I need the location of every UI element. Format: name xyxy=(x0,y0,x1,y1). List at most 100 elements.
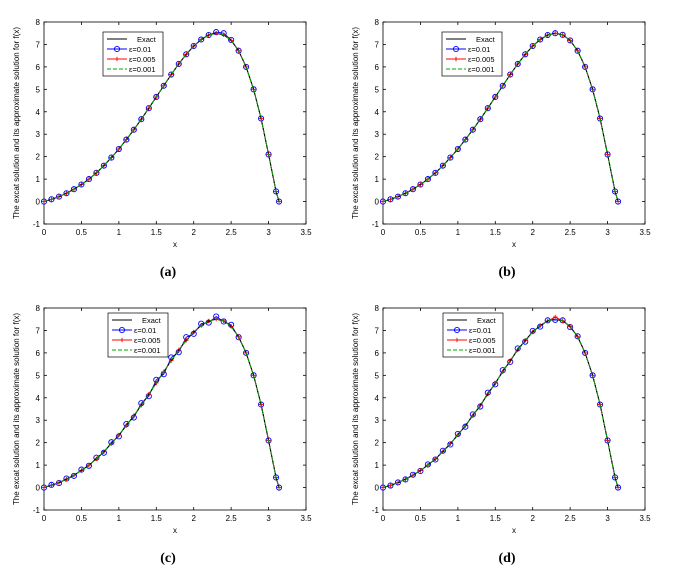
data-point-eps-0.01 xyxy=(123,136,130,143)
y-axis-label: The excat solution and its approximate s… xyxy=(351,313,360,505)
data-point-eps-0.01 xyxy=(615,198,622,205)
data-point-eps-0.01 xyxy=(243,63,250,70)
y-tick-label: 2 xyxy=(375,439,380,448)
y-tick-label: 6 xyxy=(36,63,41,72)
x-tick-label: 3.5 xyxy=(639,514,651,523)
panel-caption-a: (a) xyxy=(159,265,177,280)
y-axis-label: The excat solution and its approximate s… xyxy=(351,27,360,219)
legend-marker-circle xyxy=(452,45,460,53)
data-point-eps-0.01 xyxy=(597,401,604,408)
y-tick-label: 1 xyxy=(375,461,380,470)
legend-entry-label: Exact xyxy=(137,35,157,44)
panel-caption-b: (b) xyxy=(498,265,516,280)
y-tick-label: 7 xyxy=(375,326,380,335)
data-point-eps-0.01 xyxy=(447,154,454,161)
x-tick-label: 0 xyxy=(381,228,386,237)
data-point-eps-0.01 xyxy=(574,47,581,54)
data-point-eps-0.01 xyxy=(439,162,446,169)
legend-entry-label: ε=0.001 xyxy=(134,346,161,355)
y-tick-label: 1 xyxy=(36,175,41,184)
data-point-eps-0.01 xyxy=(276,484,283,491)
x-tick-label: 1 xyxy=(117,228,122,237)
y-tick-label: -1 xyxy=(33,220,41,229)
y-tick-label: 3 xyxy=(36,130,41,139)
y-tick-label: 2 xyxy=(375,153,380,162)
x-tick-label: 2.5 xyxy=(565,228,577,237)
y-tick-label: 8 xyxy=(36,304,41,313)
y-tick-label: 6 xyxy=(375,349,380,358)
legend-entry-label: ε=0.01 xyxy=(469,326,491,335)
y-tick-label: 1 xyxy=(375,175,380,184)
data-point-eps-0.01 xyxy=(379,484,387,491)
x-tick-label: 1 xyxy=(456,228,461,237)
y-axis-label: The excat solution and its approximate s… xyxy=(12,313,21,505)
x-tick-label: 2 xyxy=(530,514,535,523)
series-line-eps-3 xyxy=(43,32,280,202)
series-line-eps-3 xyxy=(43,318,280,488)
data-point-eps-0.01 xyxy=(78,181,85,188)
data-point-eps-0.01 xyxy=(85,176,92,183)
data-point-eps-0.01 xyxy=(265,151,272,158)
data-point-eps-0.01 xyxy=(499,82,506,89)
series-line-eps-3 xyxy=(382,32,619,202)
data-point-eps-0.01 xyxy=(258,115,265,122)
data-point-eps-0.01 xyxy=(40,198,48,205)
legend-marker-circle xyxy=(118,326,126,334)
data-point-eps-0.01 xyxy=(537,36,544,43)
series-line-eps-3 xyxy=(382,318,619,488)
data-point-eps-0.01 xyxy=(273,474,280,481)
x-tick-label: 0.5 xyxy=(76,514,88,523)
data-point-eps-0.01 xyxy=(55,193,63,200)
data-point-eps-0.01 xyxy=(589,86,596,93)
data-point-eps-0.01 xyxy=(604,437,611,444)
x-axis-label: x xyxy=(512,526,516,535)
data-point-eps-0.01 xyxy=(130,126,137,133)
data-point-eps-0.01 xyxy=(205,31,212,39)
data-point-eps-0.01 xyxy=(394,479,402,486)
data-point-eps-0.01 xyxy=(276,198,283,205)
data-point-eps-0.01 xyxy=(589,372,596,379)
x-tick-label: 1.5 xyxy=(151,228,163,237)
y-tick-label: 4 xyxy=(375,394,380,403)
data-point-eps-0.01 xyxy=(582,349,589,356)
data-point-eps-0.01 xyxy=(462,136,469,143)
data-point-eps-0.01 xyxy=(484,105,491,112)
x-tick-label: 3 xyxy=(605,228,610,237)
x-tick-label: 0.5 xyxy=(415,228,427,237)
y-tick-label: 5 xyxy=(375,85,380,94)
y-tick-label: 2 xyxy=(36,153,41,162)
legend-entry-label: ε=0.005 xyxy=(468,55,495,64)
data-point-eps-0.01 xyxy=(40,484,48,491)
x-tick-label: 3 xyxy=(266,514,271,523)
data-point-eps-0.01 xyxy=(469,126,476,133)
data-point-eps-0.01 xyxy=(138,116,145,123)
panel-caption-d: (d) xyxy=(498,551,516,566)
data-point-eps-0.01 xyxy=(115,145,122,153)
x-tick-label: 0 xyxy=(381,514,386,523)
data-point-eps-0.01 xyxy=(454,145,461,153)
legend-marker-circle xyxy=(113,45,121,53)
data-point-eps-0.01 xyxy=(183,51,190,58)
data-point-eps-0.01 xyxy=(48,196,55,203)
legend-entry-label: ε=0.01 xyxy=(134,326,156,335)
y-tick-label: 7 xyxy=(36,326,41,335)
data-point-eps-0.01 xyxy=(477,116,484,123)
data-point-eps-0.01 xyxy=(273,188,280,195)
data-point-eps-0.01 xyxy=(100,162,107,169)
data-point-eps-0.01 xyxy=(582,63,589,70)
x-tick-label: 0.5 xyxy=(415,514,427,523)
data-point-eps-0.01 xyxy=(93,169,100,176)
legend-entry-label: ε=0.001 xyxy=(469,346,496,355)
data-point-eps-0.01 xyxy=(559,31,566,38)
y-tick-label: 8 xyxy=(375,18,380,27)
y-tick-label: 2 xyxy=(36,439,41,448)
x-tick-label: 2 xyxy=(191,228,196,237)
y-tick-label: 7 xyxy=(375,40,380,49)
data-point-eps-0.01 xyxy=(70,186,77,193)
y-tick-label: 6 xyxy=(36,349,41,358)
data-point-eps-0.01 xyxy=(145,105,152,112)
